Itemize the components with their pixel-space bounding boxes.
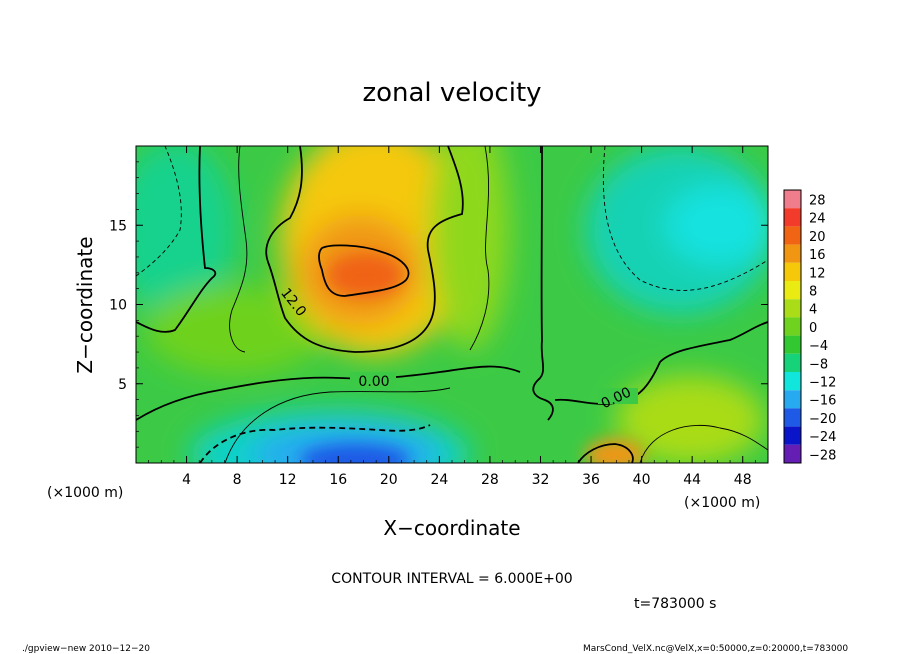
colorbar-label: −12 [809,376,836,391]
x-tick-label: 24 [430,472,448,488]
colorbar-label: −16 [809,394,836,409]
colorbar-swatch [784,190,801,209]
colorbar-label: 24 [809,212,826,227]
x-tick-label: 32 [532,472,550,488]
colorbar-swatch [784,353,801,372]
colorbar-swatch [784,317,801,336]
x-tick-label: 48 [734,472,752,488]
field-cool-core [665,185,768,265]
contour-lines [136,146,768,463]
x-tick-label: 40 [633,472,651,488]
contour-zero-left [136,146,217,333]
contour-zero-lower [136,365,521,421]
y-axis-title: Z−coordinate [73,236,97,373]
x-unit-left: (×1000 m) [47,485,123,501]
colorbar-swatch [784,208,801,227]
contour-zero-inner [224,387,451,463]
contour-six-left [229,146,248,353]
colorbar-label: −24 [809,430,836,445]
colorbar-label: −8 [809,357,828,372]
contour-interval: CONTOUR INTERVAL = 6.000E+00 [331,571,572,587]
contour-six-surface [577,443,634,463]
y-axis: 5 10 15 [109,145,768,464]
colorbar-swatch [784,226,801,245]
field-right-lower [615,375,765,463]
contour-zero-vertical [532,146,554,421]
colorbar-label: 28 [809,194,826,209]
contour-eighteen [318,244,410,297]
colorbar-label: 12 [809,266,826,281]
x-axis: 4 8 12 16 20 24 28 32 36 40 44 48 [135,146,769,488]
heatmap-field [136,146,768,463]
colorbar-label: −20 [809,412,836,427]
x-tick-label: 28 [481,472,499,488]
colorbar-swatch [784,335,801,354]
colorbar-label: 20 [809,230,826,245]
y-tick-label: 15 [109,218,127,234]
x-tick-label: 36 [582,472,600,488]
x-tick-label: 4 [182,472,191,488]
field-warm-edge [430,146,510,350]
colorbar-label: 8 [809,285,817,300]
time-label: t=783000 s [634,596,716,612]
field-left-band [136,146,235,320]
colorbar-label: −28 [809,448,836,463]
chart-title: zonal velocity [362,78,541,108]
contour-label-bg-3 [598,388,638,404]
x-axis-title: X−coordinate [383,516,520,540]
contour-six-right [469,146,490,351]
colorbar-label: 16 [809,248,826,263]
contour-twelve [265,146,464,353]
x-tick-label: 16 [329,472,347,488]
colorbar-label: −4 [809,339,828,354]
x-tick-label: 20 [380,472,398,488]
contour-label-2: 0.00 [358,374,389,390]
field-jet-core [300,444,410,463]
colorbar-label: 4 [809,303,817,318]
contour-minus-six-right [602,146,768,291]
footer-right: MarsCond_VelX.nc@VelX,x=0:50000,z=0:2000… [583,644,848,654]
colorbar-label: 0 [809,321,817,336]
colorbar-swatch [784,262,801,281]
contour-label-bg-2 [350,372,396,388]
field-warm-max [327,253,403,297]
x-tick-label: 8 [233,472,242,488]
colorbar-swatch [784,281,801,300]
colorbar-frame [783,189,802,464]
colorbar-swatch [784,390,801,409]
contour-minus-six-left [136,146,182,277]
colorbar: 28 24 20 16 12 8 4 0 −4 −8 −12 −16 −20 −24 −28 [783,189,836,464]
contour-zero-right [554,321,768,405]
y-tick-label: 5 [118,377,127,393]
x-tick-label: 44 [683,472,701,488]
field-surface-warm [585,439,645,463]
colorbar-swatch [784,408,801,427]
colorbar-swatch [784,244,801,263]
contour-six-lower-right [639,425,768,463]
colorbar-swatch [784,299,801,318]
colorbar-swatch [784,444,801,463]
colorbar-swatch [784,426,801,445]
x-tick-label: 12 [279,472,297,488]
y-tick-label: 10 [109,298,127,314]
contour-minus-twelve [199,424,431,463]
footer-left: ./gpview−new 2010−12−20 [22,644,150,654]
x-unit-right: (×1000 m) [684,495,760,511]
colorbar-swatch [784,372,801,391]
